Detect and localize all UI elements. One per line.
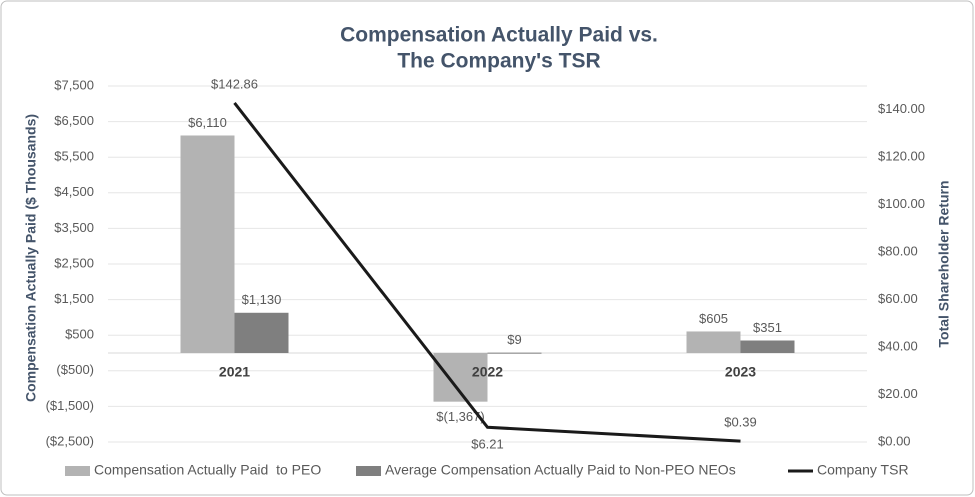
legend-swatch	[65, 466, 90, 476]
bar	[740, 340, 795, 353]
y-tick-label: $7,500	[54, 77, 94, 92]
y2-tick-label: $80.00	[878, 244, 918, 259]
data-label: $605	[699, 311, 728, 326]
y-tick-label: $3,500	[54, 220, 94, 235]
data-label: $(1,367)	[436, 409, 484, 424]
bar	[180, 135, 235, 353]
y2-axis-title: Total Shareholder Return	[936, 181, 952, 348]
data-label: $9	[507, 332, 521, 347]
y-tick-label: $2,500	[54, 255, 94, 270]
y2-tick-label: $120.00	[878, 149, 925, 164]
y-tick-label: $4,500	[54, 184, 94, 199]
data-label: $351	[753, 320, 782, 335]
x-tick-label: 2023	[725, 364, 756, 380]
y-axis-title: Compensation Actually Paid ($ Thousands)	[23, 114, 39, 402]
chart-title: The Company's TSR	[397, 50, 600, 73]
data-label: $142.86	[211, 76, 258, 91]
bar	[686, 331, 741, 353]
data-label: $0.39	[724, 415, 757, 430]
y2-tick-label: $140.00	[878, 101, 925, 116]
legend-label: Company TSR	[817, 462, 909, 478]
y2-tick-label: $100.00	[878, 196, 925, 211]
y-tick-label: $5,500	[54, 149, 94, 164]
data-label: $1,130	[242, 292, 282, 307]
y2-tick-label: $20.00	[878, 386, 918, 401]
y2-tick-label: $40.00	[878, 339, 918, 354]
y-tick-label: $500	[65, 327, 94, 342]
data-label: $6.21	[471, 437, 504, 452]
legend-swatch	[356, 466, 381, 476]
x-tick-label: 2022	[472, 364, 503, 380]
y-tick-label: $6,500	[54, 113, 94, 128]
data-label: $6,110	[188, 115, 227, 130]
y-tick-label: ($1,500)	[46, 398, 94, 413]
line	[233, 102, 741, 443]
x-tick-label: 2021	[219, 364, 250, 380]
y2-tick-label: $0.00	[878, 433, 911, 448]
y-tick-label: ($2,500)	[46, 433, 94, 448]
y-tick-label: $1,500	[54, 291, 94, 306]
y-tick-label: ($500)	[56, 362, 94, 377]
y2-tick-label: $60.00	[878, 291, 918, 306]
bar	[234, 312, 289, 353]
bar	[487, 352, 542, 354]
legend-label: Average Compensation Actually Paid to No…	[385, 462, 736, 478]
chart-title: Compensation Actually Paid vs.	[340, 24, 658, 47]
legend-label: Compensation Actually Paid to PEO	[94, 462, 321, 478]
